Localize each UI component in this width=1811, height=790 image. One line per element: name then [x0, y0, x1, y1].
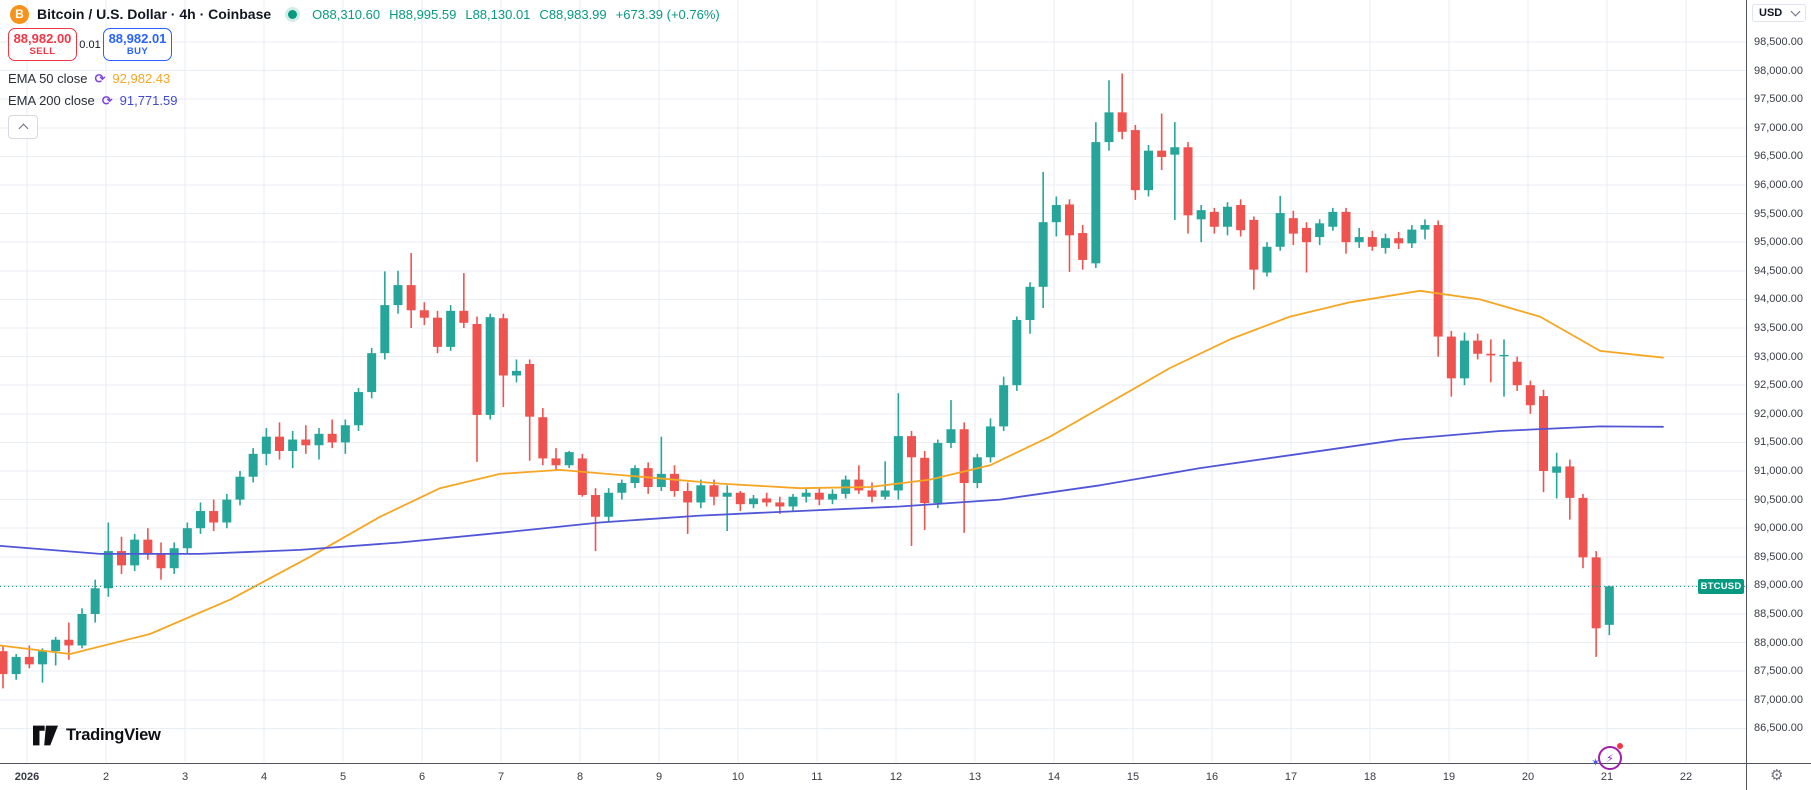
quick-action-icon[interactable]: ⚡ ✶	[1591, 743, 1627, 773]
time-axis-label: 7	[497, 771, 505, 783]
bitcoin-icon: B	[10, 4, 29, 24]
market-status-dot	[288, 9, 298, 19]
time-axis-label: 12	[889, 771, 903, 783]
time-axis-label: 10	[731, 771, 745, 783]
notification-dot	[1617, 743, 1623, 749]
symbol-title[interactable]: Bitcoin / U.S. Dollar · 4h · Coinbase	[37, 6, 272, 22]
candlestick-chart[interactable]	[0, 0, 1746, 762]
order-panel: 88,982.00 SELL 0.01 88,982.01 BUY	[8, 28, 172, 61]
ohlc-high: H88,995.59	[389, 6, 457, 22]
time-axis-label: 3	[181, 771, 189, 783]
indicator-value: 92,982.43	[112, 70, 171, 86]
buy-button[interactable]: 88,982.01 BUY	[103, 28, 172, 61]
indicator-label: EMA 200 close	[8, 92, 95, 108]
price-axis-label: 93,000.00	[1754, 350, 1803, 363]
time-axis-label: 17	[1284, 771, 1298, 783]
sell-label: SELL	[29, 46, 56, 57]
time-axis-label: 2	[102, 771, 110, 783]
indicator-value: 91,771.59	[119, 92, 178, 108]
price-axis-label: 87,000.00	[1754, 693, 1803, 706]
time-axis-label: 9	[655, 771, 663, 783]
time-axis-label: 6	[418, 771, 426, 783]
time-axis-label: 15	[1126, 771, 1140, 783]
ohlc-open: O88,310.60	[312, 6, 381, 22]
price-axis-label: 97,500.00	[1754, 93, 1803, 106]
price-axis-label: 89,500.00	[1754, 550, 1803, 563]
ohlc-low: L88,130.01	[465, 6, 531, 22]
collapse-legend-button[interactable]	[8, 115, 38, 139]
buy-label: BUY	[126, 46, 149, 57]
axis-corner-divider	[1746, 763, 1747, 790]
price-axis-label: 90,500.00	[1754, 493, 1803, 506]
price-axis-label: 94,500.00	[1754, 264, 1803, 277]
time-axis-label: 21	[1600, 771, 1614, 783]
time-axis-label: 11	[811, 771, 823, 783]
time-axis-label: 4	[260, 771, 268, 783]
price-axis[interactable]: 98,500.00 98,000.00 97,500.00 97,000.00 96,5…	[1746, 0, 1811, 763]
tradingview-logo-mark	[33, 725, 58, 746]
currency-label: USD	[1759, 7, 1783, 19]
symbol-price-tag: BTCUSD	[1698, 578, 1744, 594]
price-axis-label: 91,000.00	[1754, 465, 1803, 477]
time-axis-label: 8	[576, 771, 584, 783]
time-axis-label: 18	[1363, 771, 1377, 783]
buy-price: 88,982.01	[108, 31, 167, 46]
price-axis-label: 87,500.00	[1754, 665, 1803, 678]
time-axis-label: 14	[1047, 771, 1061, 783]
sell-button[interactable]: 88,982.00 SELL	[8, 28, 77, 61]
price-axis-label: 96,500.00	[1754, 150, 1803, 163]
loop-icon: ⟳	[94, 70, 106, 86]
symbol-header[interactable]: B Bitcoin / U.S. Dollar · 4h · Coinbase …	[10, 3, 720, 25]
indicator-row-ema50[interactable]: EMA 50 close ⟳ 92,982.43	[8, 69, 170, 87]
settings-gear-icon[interactable]: ⚙	[1770, 767, 1784, 784]
currency-selector[interactable]: USD	[1752, 4, 1806, 22]
chevron-up-icon	[18, 123, 28, 134]
price-axis-label: 89,000.00	[1754, 579, 1803, 592]
chevron-down-icon	[1790, 6, 1801, 17]
sell-price: 88,982.00	[13, 31, 72, 46]
price-axis-label: 94,000.00	[1754, 293, 1803, 306]
ohlc-close: C88,983.99	[539, 6, 607, 22]
tradingview-logo-text: TradingView	[66, 726, 161, 744]
price-axis-label: 91,500.00	[1754, 436, 1803, 449]
price-axis-label: 95,000.00	[1754, 236, 1803, 249]
lightning-icon: ⚡	[1598, 746, 1622, 770]
tradingview-logo[interactable]: TradingView	[33, 725, 161, 746]
time-axis[interactable]: 2026 2 3 4 5 6 7 8 9 10 11 12 13 14 15 16 17 18 19 20 21 22	[0, 763, 1811, 790]
indicator-row-ema200[interactable]: EMA 200 close ⟳ 91,771.59	[8, 91, 177, 109]
time-axis-label: 13	[968, 771, 982, 783]
time-axis-label: 22	[1679, 771, 1693, 783]
price-axis-label: 96,000.00	[1754, 179, 1803, 191]
time-axis-label: 2026	[14, 771, 40, 783]
spread-value: 0.01	[79, 38, 101, 51]
price-axis-label: 93,500.00	[1754, 322, 1803, 334]
price-axis-label: 95,500.00	[1754, 207, 1803, 220]
ohlc-change: +673.39 (+0.76%)	[615, 6, 720, 22]
price-axis-label: 86,500.00	[1754, 722, 1803, 735]
sparkle-icon: ✶	[1591, 757, 1601, 769]
time-axis-label: 16	[1205, 771, 1219, 783]
price-axis-label: 92,000.00	[1754, 407, 1803, 420]
time-axis-label: 19	[1442, 771, 1456, 783]
price-axis-label: 98,000.00	[1754, 64, 1803, 77]
loop-icon: ⟳	[101, 92, 113, 108]
price-axis-label: 98,500.00	[1754, 36, 1803, 48]
ohlc-readout: O88,310.60 H88,995.59 L88,130.01 C88,983…	[312, 7, 720, 22]
time-axis-label: 20	[1521, 771, 1535, 783]
price-axis-label: 90,000.00	[1754, 522, 1803, 535]
time-axis-label: 5	[339, 771, 347, 783]
indicator-label: EMA 50 close	[8, 70, 88, 86]
price-axis-label: 97,000.00	[1754, 121, 1803, 134]
price-axis-label: 92,500.00	[1754, 379, 1803, 392]
price-axis-label: 88,000.00	[1754, 636, 1803, 649]
price-axis-label: 88,500.00	[1754, 608, 1803, 620]
